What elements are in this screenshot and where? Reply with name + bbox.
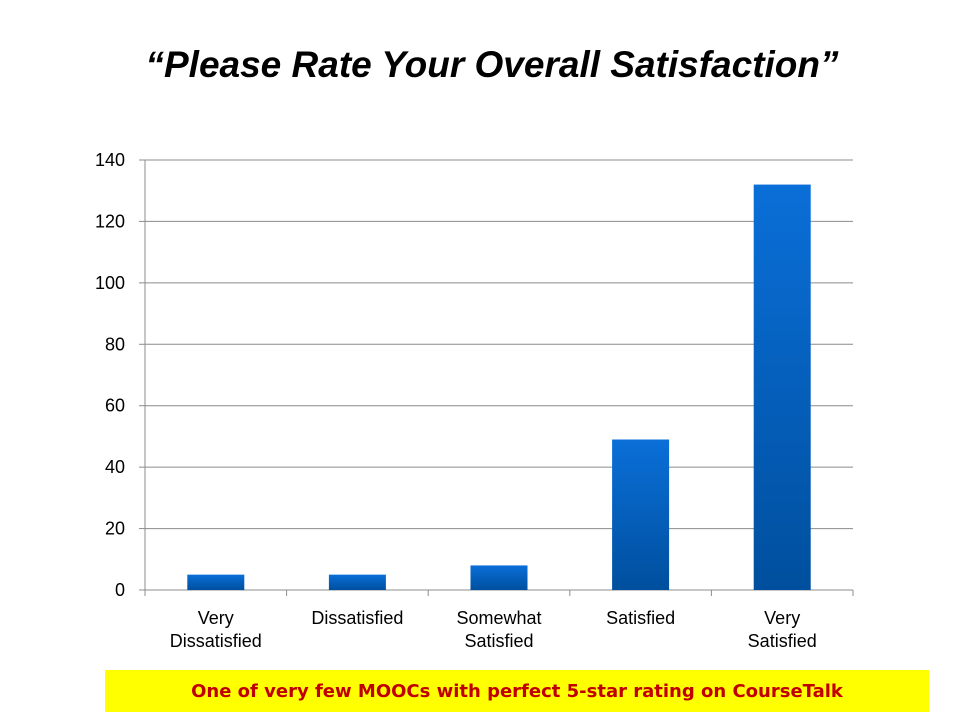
bar [753,184,811,591]
category-label-line: Satisfied [606,608,675,628]
y-tick-label: 20 [105,519,125,539]
y-tick-label: 60 [105,396,125,416]
category-label: Satisfied [606,608,675,628]
category-label-line: Very [764,608,800,628]
gridlines [145,159,853,530]
category-label-line: Very [198,608,234,628]
bar [187,574,245,590]
bar [470,565,528,590]
labels: 0 20 40 60 80 100 120 140 Very Dissatisfied Dissat… [95,150,817,651]
bar [612,439,670,590]
category-label: Dissatisfied [311,608,403,628]
y-tick-label: 120 [95,211,125,231]
y-tick-label: 100 [95,273,125,293]
coursetalk-banner: One of very few MOOCs with perfect 5-sta… [105,670,929,712]
y-tick-label: 140 [95,150,125,170]
bar-chart: 0 20 40 60 80 100 120 140 Very Dissatisfied Dissat… [95,150,854,651]
category-label: Very Satisfied [748,608,817,651]
category-label: Very Dissatisfied [170,608,262,651]
y-tick-label: 40 [105,457,125,477]
bar [328,574,386,590]
category-label: Somewhat Satisfied [456,608,541,651]
chart-title: “Please Rate Your Overall Satisfaction” [145,44,839,85]
bars [187,184,811,591]
y-tick-label: 80 [105,334,125,354]
banner-text: One of very few MOOCs with perfect 5-sta… [191,680,843,702]
y-tick-label: 0 [115,580,125,600]
category-label-line: Somewhat [456,608,541,628]
category-label-line: Satisfied [464,631,533,651]
axes [139,159,854,596]
category-label-line: Satisfied [748,631,817,651]
category-label-line: Dissatisfied [170,631,262,651]
category-label-line: Dissatisfied [311,608,403,628]
